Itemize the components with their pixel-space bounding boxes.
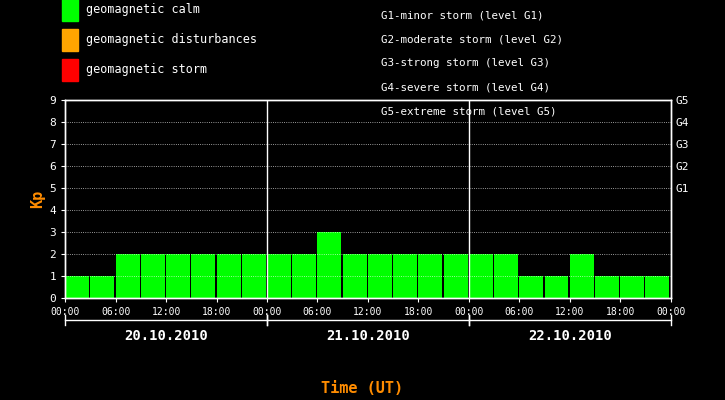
Text: geomagnetic storm: geomagnetic storm (86, 64, 207, 76)
Bar (292, 254, 316, 298)
Bar (393, 254, 417, 298)
Bar (267, 254, 291, 298)
Bar (645, 276, 669, 298)
Bar (494, 254, 518, 298)
Text: 21.10.2010: 21.10.2010 (326, 329, 410, 343)
Text: G5-extreme storm (level G5): G5-extreme storm (level G5) (381, 106, 556, 116)
Bar (570, 254, 594, 298)
Text: G3-strong storm (level G3): G3-strong storm (level G3) (381, 58, 550, 68)
Bar (368, 254, 392, 298)
Text: G2-moderate storm (level G2): G2-moderate storm (level G2) (381, 34, 563, 44)
Bar (141, 254, 165, 298)
Bar (343, 254, 367, 298)
Text: geomagnetic disturbances: geomagnetic disturbances (86, 34, 257, 46)
Y-axis label: Kp: Kp (30, 190, 45, 208)
Bar (217, 254, 241, 298)
Text: G1-minor storm (level G1): G1-minor storm (level G1) (381, 10, 543, 20)
Text: 22.10.2010: 22.10.2010 (528, 329, 612, 343)
Bar (469, 254, 493, 298)
Text: G4-severe storm (level G4): G4-severe storm (level G4) (381, 82, 550, 92)
Bar (191, 254, 215, 298)
Bar (418, 254, 442, 298)
Bar (166, 254, 190, 298)
Bar (65, 276, 89, 298)
Bar (444, 254, 468, 298)
Text: geomagnetic calm: geomagnetic calm (86, 4, 200, 16)
Bar (595, 276, 619, 298)
Text: Time (UT): Time (UT) (321, 381, 404, 396)
Bar (620, 276, 644, 298)
Bar (116, 254, 140, 298)
Bar (519, 276, 543, 298)
Bar (242, 254, 266, 298)
Text: 20.10.2010: 20.10.2010 (124, 329, 208, 343)
Bar (318, 232, 341, 298)
Bar (91, 276, 115, 298)
Bar (544, 276, 568, 298)
